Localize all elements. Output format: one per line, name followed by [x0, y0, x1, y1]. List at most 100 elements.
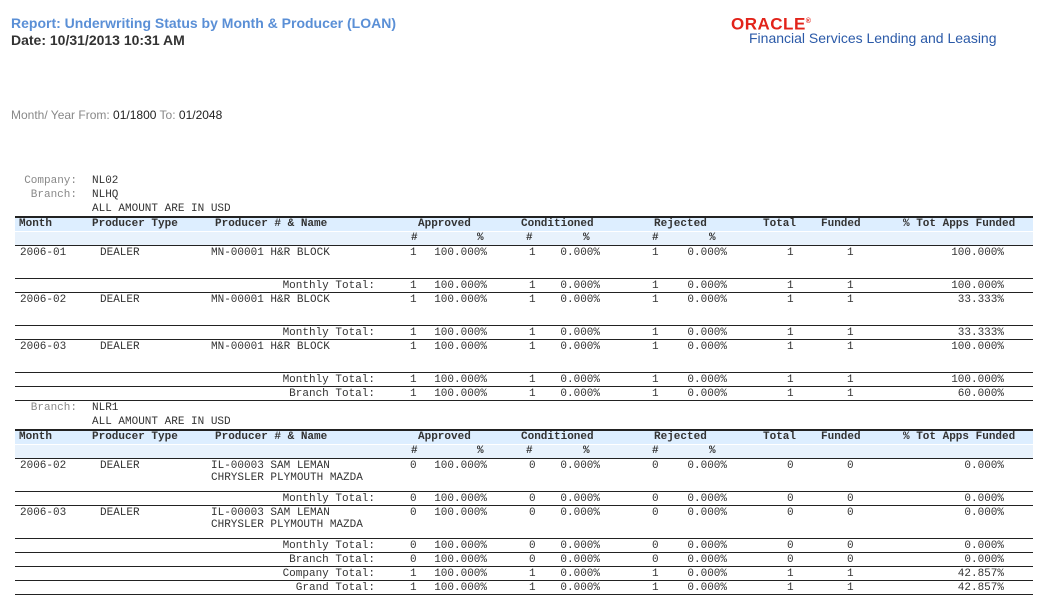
cell-rej-n: 1 [652, 568, 659, 580]
cell-producer: MN-00001 H&R BLOCK [211, 247, 330, 259]
total-row: Branch Total: 1 100.000% 1 0.000% 1 0.000% 1 1 60… [15, 387, 1033, 401]
subheader-app-pct: % [477, 232, 484, 244]
cell-app-pct: 100.000% [434, 280, 487, 292]
cell-funded: 1 [847, 247, 854, 259]
cell-total: 0 [787, 493, 794, 505]
cell-rej-pct: 0.000% [687, 540, 727, 552]
column-header-row: Month Producer Type Producer # & Name Appro… [15, 429, 1033, 444]
cell-tot-pct: 33.333% [957, 294, 1004, 306]
column-subheader-row: #% #% #% [15, 231, 1033, 246]
cell-rej-pct: 0.000% [687, 341, 727, 353]
cell-con-pct: 0.000% [560, 294, 600, 306]
cell-app-n: 1 [410, 294, 417, 306]
table-row: 2006-01 DEALER MN-00001 H&R BLOCK 1 100.000%… [15, 246, 1033, 279]
cell-total: 1 [787, 327, 794, 339]
total-row: Monthly Total: 0 100.000% 0 0.000% 0 0.000% 0 0 0… [15, 539, 1033, 553]
cell-app-pct: 100.000% [434, 493, 487, 505]
cell-con-n: 1 [529, 388, 536, 400]
cell-funded: 1 [847, 374, 854, 386]
cell-rej-pct: 0.000% [687, 582, 727, 594]
cell-rej-n: 0 [652, 554, 659, 566]
oracle-logo-text: ORACLE® [731, 14, 812, 34]
cell-total: 0 [787, 460, 794, 472]
cell-app-pct: 100.000% [434, 247, 487, 259]
total-row: Branch Total: 0 100.000% 0 0.000% 0 0.000% 0 0 0.… [15, 553, 1033, 567]
cell-tot-pct: 0.000% [964, 493, 1004, 505]
cell-con-n: 0 [529, 507, 536, 519]
total-row: Grand Total: 1 100.000% 1 0.000% 1 0.000% 1 1 42.… [15, 581, 1033, 595]
cell-rej-n: 0 [652, 540, 659, 552]
company-value: NL02 [92, 175, 119, 187]
cell-rej-pct: 0.000% [687, 460, 727, 472]
subheader-app-pct: % [477, 445, 484, 457]
table-row: 2006-03 DEALER IL-00003 SAM LEMAN CHRYSLER… [15, 506, 1033, 539]
cell-app-pct: 100.000% [434, 374, 487, 386]
cell-con-n: 0 [529, 540, 536, 552]
cell-rej-pct: 0.000% [687, 280, 727, 292]
cell-app-n: 0 [410, 507, 417, 519]
cell-rej-n: 1 [652, 341, 659, 353]
cell-app-pct: 100.000% [434, 327, 487, 339]
cell-tot-pct: 42.857% [957, 568, 1004, 580]
total-row: Monthly Total: 0 100.000% 0 0.000% 0 0.000% 0 0 0… [15, 492, 1033, 506]
cell-con-pct: 0.000% [560, 568, 600, 580]
cell-tot-pct: 0.000% [964, 540, 1004, 552]
subheader-rej-pct: % [709, 445, 716, 457]
cell-con-pct: 0.000% [560, 507, 600, 519]
subheader-rej-pct: % [709, 232, 716, 244]
cell-producer: IL-00003 SAM LEMAN CHRYSLER PLYMOUTH MAZ… [211, 460, 363, 484]
cell-app-n: 0 [410, 554, 417, 566]
cell-app-n: 1 [410, 327, 417, 339]
table-row: 2006-03 DEALER MN-00001 H&R BLOCK 1 100.000%… [15, 340, 1033, 373]
cell-tot-pct: 33.333% [957, 327, 1004, 339]
cell-app-pct: 100.000% [434, 568, 487, 580]
cell-label: Monthly Total: [282, 327, 375, 339]
cell-funded: 1 [847, 294, 854, 306]
cell-rej-pct: 0.000% [687, 247, 727, 259]
cell-con-pct: 0.000% [560, 341, 600, 353]
cell-total: 1 [787, 568, 794, 580]
cell-con-pct: 0.000% [560, 327, 600, 339]
cell-type: DEALER [100, 247, 140, 259]
subheader-con-num: # [526, 445, 533, 457]
cell-app-pct: 100.000% [434, 554, 487, 566]
subheader-rej-num: # [652, 232, 659, 244]
cell-rej-pct: 0.000% [687, 388, 727, 400]
cell-tot-pct: 100.000% [951, 341, 1004, 353]
cell-month: 2006-01 [20, 247, 67, 259]
cell-funded: 1 [847, 582, 854, 594]
cell-con-n: 0 [529, 554, 536, 566]
branch: Branch: NLHQ [0, 188, 1039, 202]
cell-rej-pct: 0.000% [687, 554, 727, 566]
cell-rej-pct: 0.000% [687, 294, 727, 306]
cell-con-n: 0 [529, 460, 536, 472]
cell-con-pct: 0.000% [560, 493, 600, 505]
cell-funded: 1 [847, 280, 854, 292]
header-col-rejected: Rejected [654, 218, 707, 230]
cell-app-pct: 100.000% [434, 540, 487, 552]
cell-producer: MN-00001 H&R BLOCK [211, 294, 330, 306]
report-title: Report: Underwriting Status by Month & P… [11, 15, 396, 31]
date-range-filter: Month/ Year From: 01/1800 To: 01/2048 [11, 108, 223, 122]
header-col-total: Total [763, 431, 797, 443]
cell-tot-pct: 0.000% [964, 554, 1004, 566]
cell-funded: 0 [847, 493, 854, 505]
table-row: 2006-02 DEALER MN-00001 H&R BLOCK 1 100.000%… [15, 293, 1033, 326]
cell-funded: 1 [847, 388, 854, 400]
cell-rej-pct: 0.000% [687, 374, 727, 386]
cell-rej-n: 0 [652, 507, 659, 519]
currency-note-value: ALL AMOUNT ARE IN USD [92, 203, 231, 215]
cell-label: Branch Total: [289, 388, 375, 400]
cell-total: 1 [787, 247, 794, 259]
cell-label: Company Total: [282, 568, 375, 580]
cell-type: DEALER [100, 460, 140, 472]
oracle-logo: ORACLE® Financial Services Lending and L… [731, 13, 997, 46]
cell-rej-pct: 0.000% [687, 507, 727, 519]
cell-funded: 0 [847, 507, 854, 519]
cell-funded: 1 [847, 568, 854, 580]
header-col-tot-funded: % Tot Apps Funded [903, 431, 1016, 443]
branch-value: NLR1 [92, 402, 119, 414]
cell-con-pct: 0.000% [560, 540, 600, 552]
header-col-tot-funded: % Tot Apps Funded [903, 218, 1016, 230]
cell-rej-n: 0 [652, 493, 659, 505]
